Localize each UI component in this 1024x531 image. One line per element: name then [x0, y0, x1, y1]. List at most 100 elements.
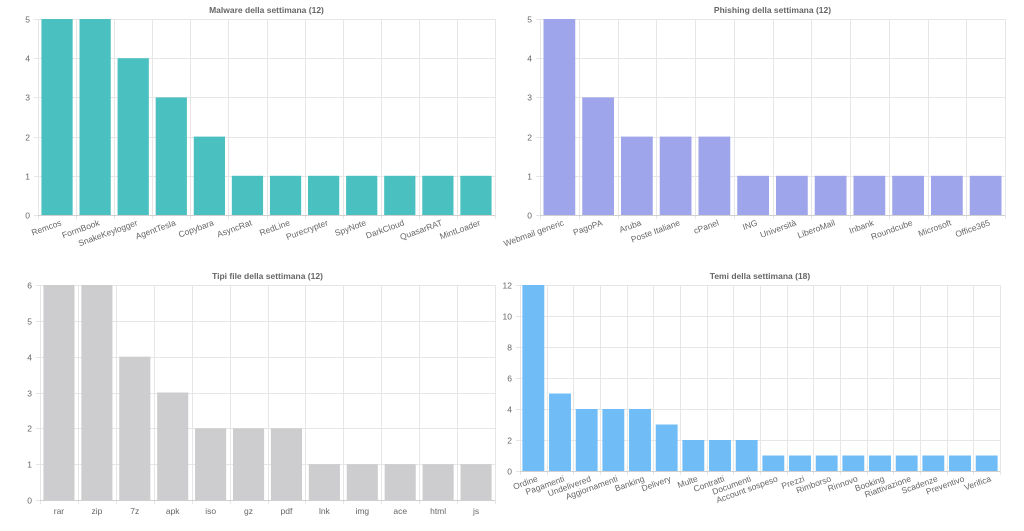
bar-aggiornamenti[interactable] — [602, 409, 625, 471]
x-tick-label: AgentTesla — [134, 217, 177, 241]
chart-title: Temi della settimana (18) — [710, 271, 811, 281]
chart-themes: Temi della settimana (18) 0 2 4 6 8 10 12 Ordine… — [503, 266, 1012, 526]
bar-poste-italiane[interactable] — [659, 136, 692, 215]
bar-universit-[interactable] — [775, 175, 808, 215]
x-tick-label: PagoPA — [572, 217, 604, 237]
bar-liberomail[interactable] — [814, 175, 847, 215]
bar-delivery[interactable] — [655, 424, 678, 472]
bar-html[interactable] — [422, 464, 454, 500]
x-tick-label: 7z — [130, 506, 139, 516]
bar-7z[interactable] — [119, 356, 151, 500]
x-tick-label: pdf — [281, 506, 293, 516]
x-tick-label: html — [430, 506, 446, 516]
bar-ordine[interactable] — [522, 285, 545, 471]
bar-contratti[interactable] — [709, 440, 731, 471]
y-tick-label: 2 — [25, 133, 30, 143]
y-tick-label: 6 — [507, 374, 512, 384]
bar-webmail-generic[interactable] — [543, 19, 576, 215]
bar-apk[interactable] — [157, 392, 189, 501]
bar-gz[interactable] — [232, 428, 265, 500]
bar-img[interactable] — [346, 464, 378, 500]
chart-file-types-svg: Tipi file della settimana (12) 0 1 2 3 4 5 6 rar… — [27, 271, 496, 516]
bar-pagamenti[interactable] — [549, 393, 571, 472]
x-tick-label: Delivery — [640, 473, 673, 493]
x-tick-label: Università — [759, 217, 798, 239]
bar-preventivo[interactable] — [949, 455, 971, 472]
bar-asyncrat[interactable] — [231, 175, 264, 215]
bar-undelivered[interactable] — [575, 409, 598, 471]
x-tick-label: AsyncRat — [216, 217, 254, 239]
x-tick-label: cPanel — [692, 217, 720, 235]
y-tick-label: 4 — [25, 54, 30, 64]
bar-inbank[interactable] — [853, 175, 886, 215]
bar-formbook[interactable] — [79, 19, 111, 215]
y-tick-label: 3 — [25, 93, 30, 103]
y-tick-label: 2 — [527, 133, 532, 143]
bar-microsoft[interactable] — [930, 175, 963, 215]
chart-phishing: Phishing della settimana (12) 0 1 2 3 4 5 Webma… — [502, 0, 1012, 250]
bar-remcos[interactable] — [41, 19, 73, 215]
chart-title: Phishing della settimana (12) — [714, 5, 831, 15]
bar-banking[interactable] — [629, 409, 651, 471]
bar-ace[interactable] — [384, 464, 416, 500]
bar-spynote[interactable] — [346, 175, 378, 215]
bar-snakekeylogger[interactable] — [117, 58, 149, 216]
bar-riattivazione[interactable] — [895, 455, 918, 472]
bar-roundcube[interactable] — [892, 175, 925, 215]
x-tick-label: apk — [166, 506, 180, 516]
bar-office365[interactable] — [969, 175, 1002, 215]
y-tick-label: 2 — [507, 436, 512, 446]
x-tick-label: ace — [393, 506, 407, 516]
y-tick-label: 4 — [527, 54, 532, 64]
y-tick-label: 3 — [27, 389, 32, 399]
y-tick-label: 6 — [27, 281, 32, 291]
x-tick-label: rar — [54, 506, 65, 516]
x-tick-label: lnk — [319, 506, 331, 516]
x-tick-label: img — [355, 506, 369, 516]
y-tick-label: 1 — [527, 172, 532, 182]
bar-quasarrat[interactable] — [422, 175, 454, 215]
bar-rinnovo[interactable] — [842, 455, 865, 472]
bar-lnk[interactable] — [308, 464, 340, 500]
y-tick-label: 0 — [527, 211, 532, 221]
bar-aruba[interactable] — [620, 136, 653, 215]
bar-prezzi[interactable] — [789, 455, 811, 472]
bar-pagopa[interactable] — [582, 97, 615, 215]
bar-verifica[interactable] — [975, 455, 998, 472]
x-tick-label: zip — [91, 506, 102, 516]
bar-purecrypter[interactable] — [308, 175, 340, 215]
bar-multe[interactable] — [682, 440, 705, 471]
bar-rimborso[interactable] — [815, 455, 838, 472]
bar-redline[interactable] — [269, 175, 302, 215]
bar-booking[interactable] — [869, 455, 891, 472]
x-tick-label: Microsoft — [917, 217, 953, 238]
bar-ing[interactable] — [737, 175, 770, 215]
x-tick-label: LiberoMail — [796, 217, 836, 240]
x-tick-label: gz — [244, 506, 253, 516]
x-tick-label: Remcos — [30, 217, 63, 237]
chart-malware: Malware della settimana (12) 0 1 2 3 4 5 Remcos… — [0, 0, 500, 250]
chart-title: Malware della settimana (12) — [209, 5, 324, 15]
bar-pdf[interactable] — [270, 428, 303, 500]
bar-cpanel[interactable] — [698, 136, 731, 215]
x-tick-label: ING — [741, 217, 759, 232]
bar-js[interactable] — [460, 464, 492, 500]
bar-account-sospeso[interactable] — [762, 455, 785, 472]
bar-rar[interactable] — [43, 285, 75, 500]
bar-documenti[interactable] — [735, 440, 758, 471]
bar-mintloader[interactable] — [460, 175, 492, 215]
y-tick-label: 8 — [507, 343, 512, 353]
bar-copybara[interactable] — [193, 136, 225, 215]
bar-agenttesla[interactable] — [155, 97, 187, 215]
bar-zip[interactable] — [81, 285, 113, 500]
y-tick-label: 1 — [25, 172, 30, 182]
bar-iso[interactable] — [195, 428, 227, 500]
y-tick-label: 3 — [527, 93, 532, 103]
bar-scadenze[interactable] — [922, 455, 945, 472]
bar-darkcloud[interactable] — [384, 175, 416, 215]
x-tick-label: MintLoader — [438, 217, 482, 241]
y-tick-label: 0 — [27, 496, 32, 506]
y-tick-label: 4 — [507, 405, 512, 415]
x-tick-label: QuasarRAT — [399, 217, 444, 242]
chart-malware-svg: Malware della settimana (12) 0 1 2 3 4 5 Remcos… — [25, 5, 496, 248]
